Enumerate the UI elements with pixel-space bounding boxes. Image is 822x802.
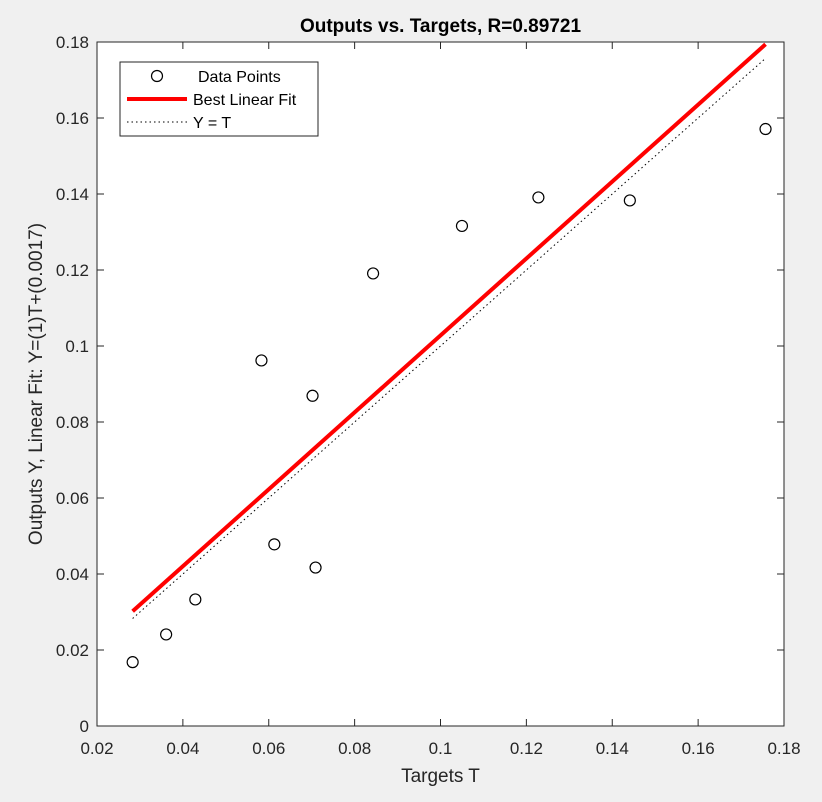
data-point: [455, 219, 469, 233]
plot-area: [97, 42, 784, 726]
data-point: [255, 354, 268, 367]
x-tick-label: 0.16: [682, 739, 715, 758]
x-tick-label: 0.14: [596, 739, 629, 758]
identity-line: [132, 57, 766, 619]
x-axis-label: Targets T: [401, 766, 480, 787]
data-point: [189, 593, 202, 606]
data-point: [532, 191, 545, 204]
y-tick-label: 0.04: [56, 565, 89, 584]
x-tick-label: 0.08: [338, 739, 371, 758]
legend-label: Data Points: [198, 69, 281, 86]
legend-label: Y = T: [193, 115, 231, 132]
data-point: [623, 194, 636, 207]
data-point: [759, 122, 772, 136]
data-point: [126, 656, 139, 669]
data-point: [160, 628, 173, 641]
legend-marker-circle: [150, 69, 164, 83]
y-tick-label: 0.16: [56, 109, 89, 128]
x-tick-label: 0.06: [252, 739, 285, 758]
best-fit-line: [131, 42, 767, 613]
x-tick-label: 0.02: [80, 739, 113, 758]
x-tick-label: 0.18: [767, 739, 800, 758]
y-tick-label: 0.1: [65, 337, 89, 356]
data-point: [366, 267, 380, 280]
y-tick-label: 0.06: [56, 489, 89, 508]
x-tick-label: 0.12: [510, 739, 543, 758]
y-axis-label: Outputs Y, Linear Fit: Y=(1)T+(0.0017): [26, 223, 47, 545]
data-point: [306, 389, 319, 402]
legend-label: Best Linear Fit: [193, 92, 297, 109]
x-tick-label: 0.04: [166, 739, 199, 758]
y-tick-label: 0.18: [56, 33, 89, 52]
y-tick-label: 0.12: [56, 261, 89, 280]
data-point: [309, 561, 322, 574]
y-tick-label: 0.02: [56, 641, 89, 660]
y-tick-label: 0.14: [56, 185, 89, 204]
legend: Data Points Best Linear Fit Y = T: [119, 61, 319, 137]
data-point: [268, 538, 281, 551]
x-tick-label: 0.1: [429, 739, 453, 758]
y-tick-label: 0.08: [56, 413, 89, 432]
y-tick-label: 0: [80, 717, 89, 736]
chart-title: Outputs vs. Targets, R=0.89721: [300, 16, 581, 37]
